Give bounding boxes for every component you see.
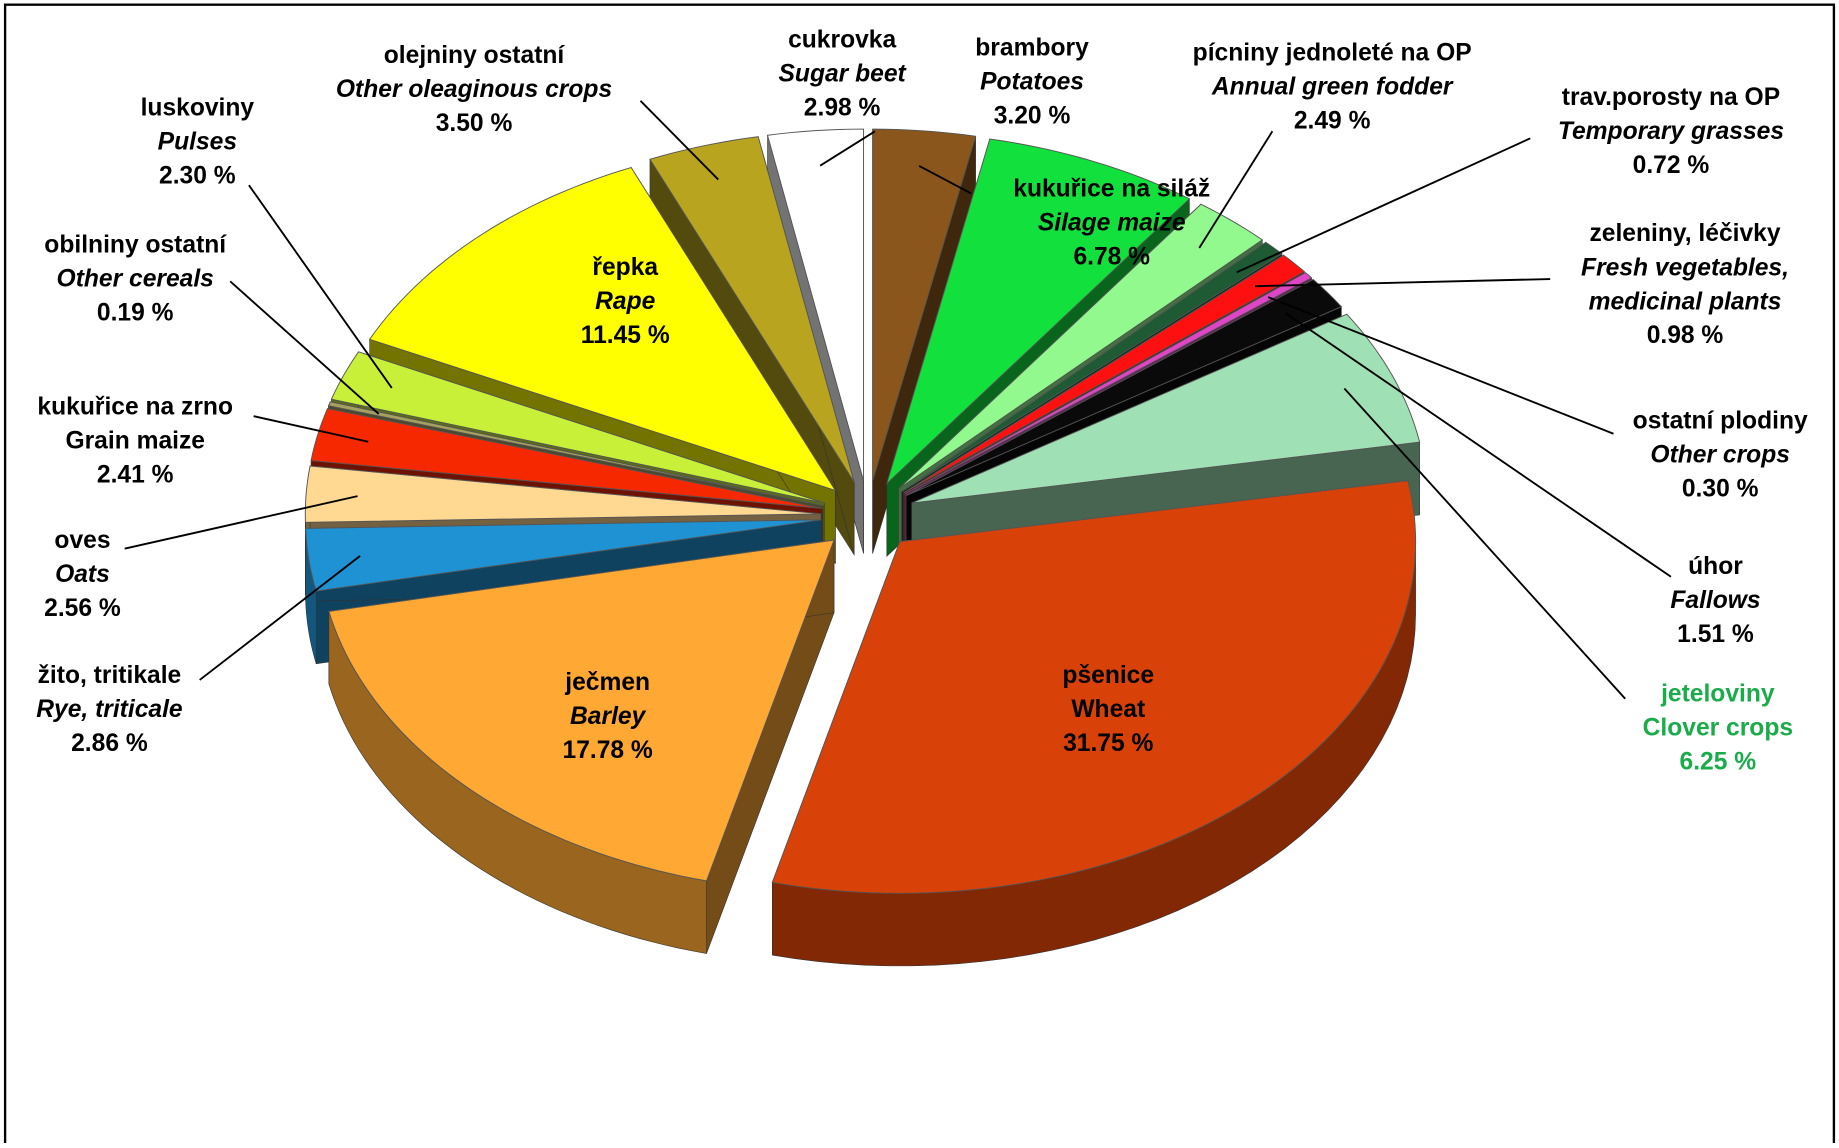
category-label: žito, tritikale [38, 662, 182, 689]
value-label: 0.72 % [1633, 152, 1710, 179]
category-label-en: Other cereals [57, 266, 214, 293]
category-label: ječmen [564, 669, 650, 696]
pie [305, 129, 1419, 966]
category-label: pícniny jednoleté na OP [1193, 39, 1472, 66]
value-label: 2.49 % [1294, 107, 1371, 134]
category-label-en: Clover crops [1643, 715, 1793, 742]
value-label: 0.30 % [1682, 476, 1759, 503]
value-label: 2.30 % [159, 163, 236, 190]
category-label: pšenice [1062, 662, 1154, 689]
value-label: 6.78 % [1073, 243, 1150, 270]
value-label: 0.19 % [97, 300, 174, 327]
category-label: jeteloviny [1660, 681, 1775, 708]
category-label: luskoviny [141, 95, 255, 122]
category-label-en: Grain maize [65, 427, 205, 454]
category-label-en: Potatoes [980, 69, 1084, 96]
category-label: olejniny ostatní [384, 42, 566, 69]
category-label: zeleniny, léčivky [1589, 220, 1780, 247]
category-label-en: Other crops [1650, 442, 1790, 469]
value-label: 6.25 % [1680, 749, 1757, 776]
value-label: 2.56 % [44, 595, 121, 622]
category-label-en: Barley [570, 703, 647, 730]
value-label: 3.20 % [994, 103, 1071, 130]
value-label: 1.51 % [1677, 621, 1754, 648]
category-label-en: Oats [55, 561, 110, 588]
value-label: 2.86 % [71, 730, 148, 757]
category-label-en: Wheat [1071, 696, 1145, 723]
value-label: 0.98 % [1647, 322, 1724, 349]
category-label: ostatní plodiny [1633, 408, 1808, 435]
category-label: kukuřice na siláž [1013, 175, 1210, 202]
category-label: brambory [975, 35, 1089, 62]
category-label-en: Pulses [158, 129, 237, 156]
category-label-en: Annual green fodder [1211, 73, 1454, 100]
value-label: 2.41 % [97, 461, 174, 488]
category-label: úhor [1688, 553, 1743, 580]
category-label-en: Sugar beet [779, 61, 908, 88]
value-label: 2.98 % [804, 95, 881, 122]
category-label: oves [54, 527, 110, 554]
category-label: obilniny ostatní [44, 232, 227, 259]
category-label-en: Rye, triticale [36, 696, 182, 723]
value-label: 11.45 % [581, 322, 670, 349]
value-label: 3.50 % [436, 110, 513, 137]
category-label-en: Temporary grasses [1558, 118, 1784, 145]
category-label-en: Fallows [1670, 587, 1760, 614]
value-label: 17.78 % [563, 737, 653, 764]
category-label: řepka [592, 254, 658, 281]
category-label: kukuřice na zrno [37, 393, 233, 420]
category-label: cukrovka [788, 27, 896, 54]
category-label-en: Other oleaginous crops [336, 76, 612, 103]
category-label-en: Silage maize [1038, 209, 1186, 236]
category-label: trav.porosty na OP [1562, 84, 1780, 111]
category-label-en: Rape [595, 288, 655, 315]
value-label: 31.75 % [1063, 730, 1153, 757]
